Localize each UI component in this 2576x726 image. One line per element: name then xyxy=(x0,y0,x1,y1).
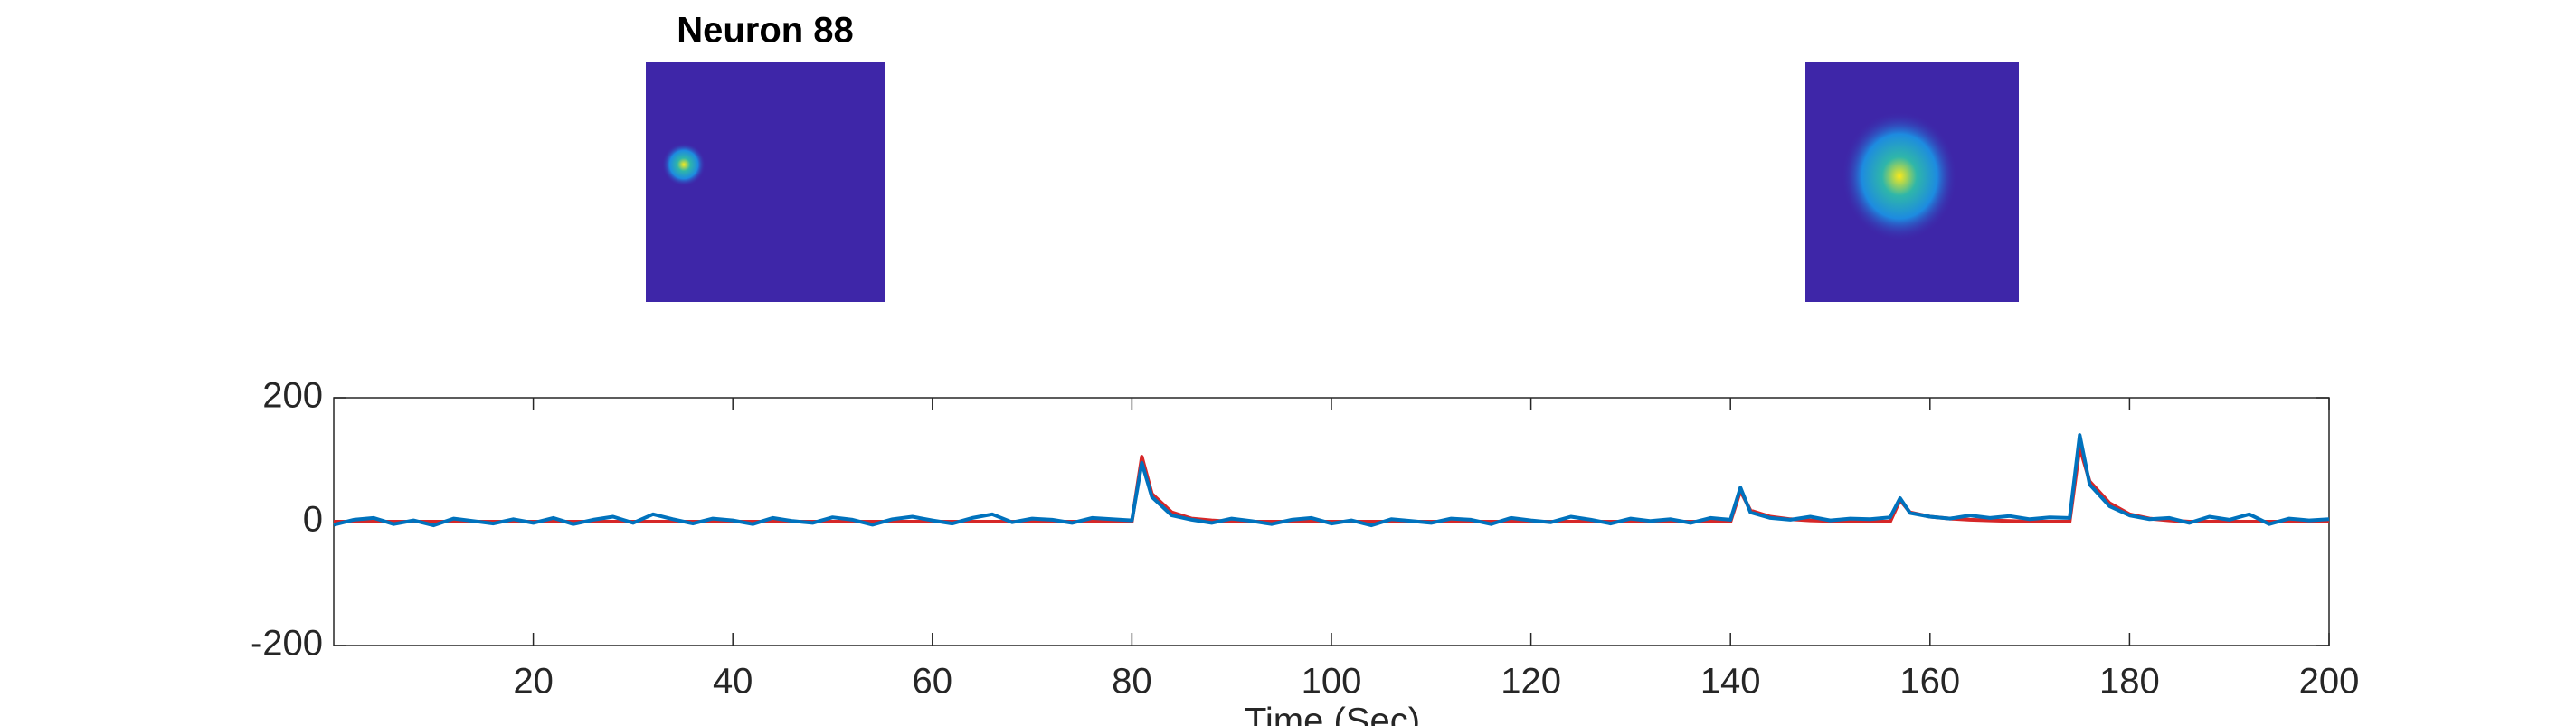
image-blob xyxy=(662,143,706,186)
x-axis-label: Time (Sec) xyxy=(1245,702,1420,726)
y-tick-label: 0 xyxy=(303,500,323,540)
x-tick-label: 40 xyxy=(713,662,753,702)
x-tick-label: 140 xyxy=(1700,662,1761,702)
x-tick-label: 60 xyxy=(913,662,953,702)
y-tick-label: -200 xyxy=(251,624,323,664)
footprint-image xyxy=(646,62,886,302)
x-tick-label: 200 xyxy=(2299,662,2360,702)
chart-title: Neuron 88 xyxy=(677,11,854,51)
x-tick-label: 160 xyxy=(1899,662,1960,702)
x-tick-label: 100 xyxy=(1302,662,1362,702)
x-tick-label: 180 xyxy=(2099,662,2160,702)
series-line xyxy=(333,433,2330,528)
x-tick-label: 20 xyxy=(513,662,554,702)
image-blob xyxy=(1842,111,1957,241)
footprint-image-zoom xyxy=(1805,62,2019,302)
x-tick-label: 80 xyxy=(1112,662,1152,702)
x-tick-label: 120 xyxy=(1501,662,1561,702)
y-tick-label: 200 xyxy=(262,376,323,416)
